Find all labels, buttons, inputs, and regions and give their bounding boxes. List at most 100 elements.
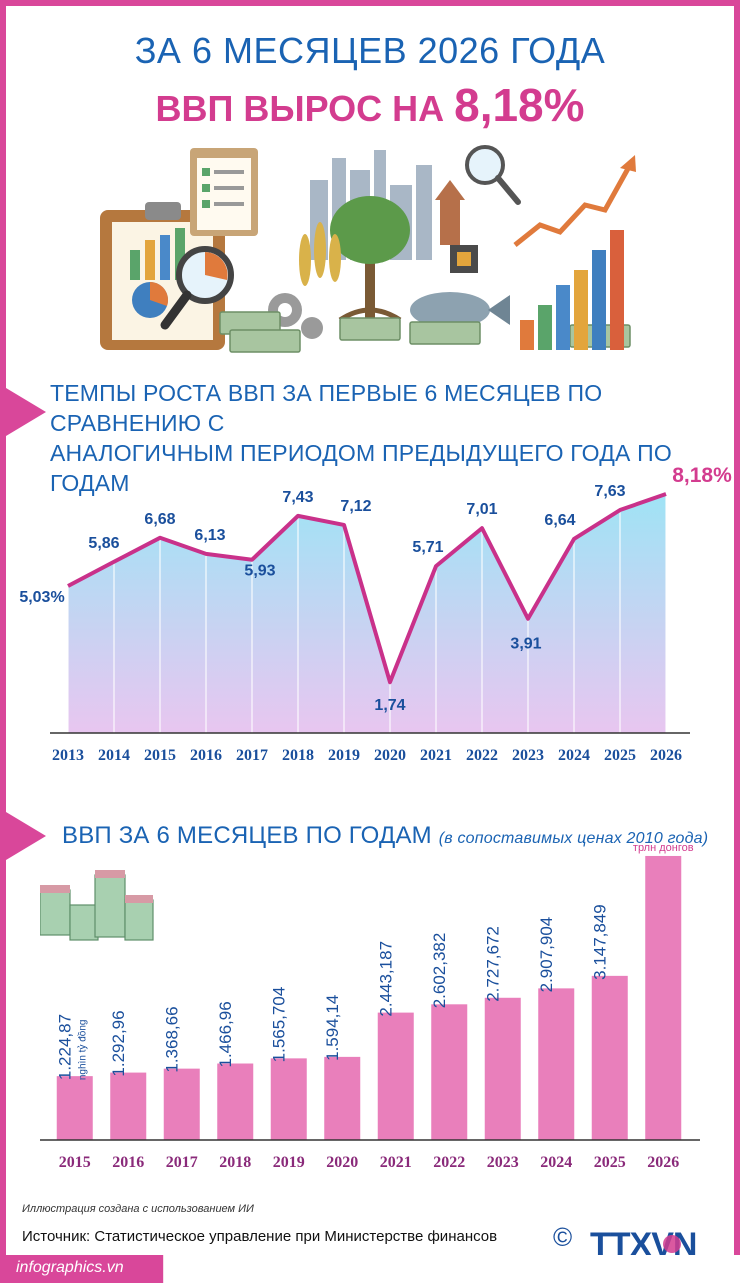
line-data-label: 7,12 <box>340 498 371 515</box>
x-tick-label: 2021 <box>380 1154 412 1171</box>
x-tick-label: 2017 <box>236 747 268 764</box>
section2-title-text: ВВП ЗА 6 МЕСЯЦЕВ ПО ГОДАМ <box>62 822 432 849</box>
x-tick-label: 2022 <box>433 1154 465 1171</box>
gdp-bar <box>431 1004 468 1140</box>
gdp-bar <box>217 1063 254 1140</box>
bar-data-label: 2.907,904 <box>537 917 556 993</box>
gdp-bar <box>645 855 682 1140</box>
x-tick-label: 2016 <box>112 1154 144 1171</box>
x-tick-label: 2017 <box>166 1154 198 1171</box>
bar-data-label: 5.447,155 <box>613 840 698 841</box>
section1-title-line1: ТЕМПЫ РОСТА ВВП ЗА ПЕРВЫЕ 6 МЕСЯЦЕВ ПО С… <box>50 380 603 436</box>
x-tick-label: 2026 <box>650 747 682 764</box>
line-data-label: 5,71 <box>412 539 443 556</box>
gdp-bar <box>163 1068 200 1140</box>
x-tick-label: 2026 <box>647 1154 679 1171</box>
growth-series-line <box>67 492 667 685</box>
tree-icon <box>330 196 410 323</box>
growth-line-chart: 5,03% 5,86 6,68 6,13 5,93 7,43 7,12 1,74 5,71 7,0… <box>19 465 732 764</box>
gdp-bar <box>538 988 575 1140</box>
x-tick-label: 2014 <box>98 747 130 764</box>
gdp-bar <box>591 975 628 1140</box>
gdp-bar-chart: 1.224,87 nghìn tỷ đồng 1.292,96 1.368,66 1.4… <box>40 840 700 1171</box>
line-data-label: 5,93 <box>244 563 275 580</box>
x-tick-label: 2020 <box>326 1154 358 1171</box>
line-data-label: 7,43 <box>282 489 313 506</box>
bar-unit-label: nghìn tỷ đồng <box>77 1020 89 1081</box>
line-data-label: 7,63 <box>594 483 625 500</box>
bar-data-label: 1.224,87 <box>56 1014 75 1080</box>
x-tick-label: 2019 <box>273 1154 305 1171</box>
bar-data-label: 1.292,96 <box>109 1010 128 1076</box>
line-data-label: 5,86 <box>88 535 119 552</box>
gdp-bar <box>270 1058 307 1140</box>
line-data-label: 8,18% <box>672 465 732 487</box>
x-tick-label: 2025 <box>594 1154 626 1171</box>
x-tick-label: 2022 <box>466 747 498 764</box>
x-tick-label: 2015 <box>59 1154 91 1171</box>
gdp-bar <box>484 997 521 1140</box>
copyright-icon: © <box>553 1222 573 1252</box>
x-tick-label: 2019 <box>328 747 360 764</box>
magnifier-icon <box>160 246 234 330</box>
rising-bars-icon <box>520 230 624 350</box>
x-tick-label: 2024 <box>540 1154 572 1171</box>
x-tick-label: 2025 <box>604 747 636 764</box>
gdp-bar <box>56 1076 93 1140</box>
x-tick-label: 2023 <box>512 747 544 764</box>
gdp-bar <box>324 1056 361 1140</box>
bar-unit-label: трлн донгов <box>633 842 694 854</box>
line-area-fill <box>68 493 666 733</box>
pagoda-icon <box>435 180 465 245</box>
section2-title: ВВП ЗА 6 МЕСЯЦЕВ ПО ГОДАМ (в сопоставимы… <box>62 821 708 854</box>
line-data-label: 7,01 <box>466 501 497 518</box>
line-data-label: 6,13 <box>194 527 225 544</box>
line-data-label: 6,64 <box>544 512 575 529</box>
x-tick-label: 2016 <box>190 747 222 764</box>
bar-data-label: 2.602,382 <box>430 933 449 1009</box>
section1-title: ТЕМПЫ РОСТА ВВП ЗА ПЕРВЫЕ 6 МЕСЯЦЕВ ПО С… <box>50 378 740 498</box>
x-tick-label: 2013 <box>52 747 84 764</box>
headline-growth: ВВП ВЫРОС НА 8,18% <box>0 78 740 132</box>
footer-band <box>0 1255 740 1283</box>
bar-data-label: 2.443,187 <box>377 941 396 1017</box>
fish-icon <box>410 292 510 328</box>
bar-data-label: 2.727,672 <box>484 926 503 1002</box>
x-tick-label: 2020 <box>374 747 406 764</box>
economy-illustration <box>100 145 636 353</box>
page-title: ЗА 6 МЕСЯЦЕВ 2026 ГОДА <box>134 30 606 71</box>
x-tick-label: 2018 <box>282 747 314 764</box>
bar-data-label: 1.368,66 <box>163 1006 182 1072</box>
source-text: Источник: Статистическое управление при … <box>22 1228 498 1245</box>
line-data-label: 3,91 <box>510 636 541 653</box>
gdp-bar <box>110 1072 147 1140</box>
section2-note: (в сопоставимых ценах 2010 года) <box>438 830 709 847</box>
bar-data-label: 1.565,704 <box>270 987 289 1063</box>
chip-icon <box>450 245 478 273</box>
line-data-label: 6,68 <box>144 511 175 528</box>
section2-marker-icon <box>6 812 46 860</box>
section1-title-line2: АНАЛОГИЧНЫМ ПЕРИОДОМ ПРЕДЫДУЩЕГО ГОДА ПО… <box>50 440 672 496</box>
gdp-bar <box>377 1012 414 1140</box>
magnifier-icon-right <box>465 145 521 205</box>
x-tick-label: 2023 <box>487 1154 519 1171</box>
x-tick-label: 2015 <box>144 747 176 764</box>
bar-data-label: 1.594,14 <box>323 995 342 1061</box>
headline-value: 8,18% <box>454 79 585 131</box>
rice-icon <box>299 222 341 286</box>
x-tick-label: 2018 <box>219 1154 251 1171</box>
x-tick-label: 2021 <box>420 747 452 764</box>
x-tick-label: 2024 <box>558 747 590 764</box>
checklist-icon <box>190 148 258 236</box>
bar-data-label: 1.466,96 <box>216 1001 235 1067</box>
section1-marker-icon <box>6 388 46 436</box>
site-link[interactable]: infographics.vn <box>16 1259 124 1276</box>
ai-note: Иллюстрация создана с использованием ИИ <box>22 1203 254 1215</box>
line-data-label: 5,03% <box>19 589 64 606</box>
headline-prefix: ВВП ВЫРОС НА <box>155 88 455 129</box>
money-stack-icon <box>40 870 154 941</box>
bar-data-label: 3.147,849 <box>591 904 610 980</box>
trend-arrow-icon <box>513 155 636 247</box>
line-data-label: 1,74 <box>374 697 405 714</box>
